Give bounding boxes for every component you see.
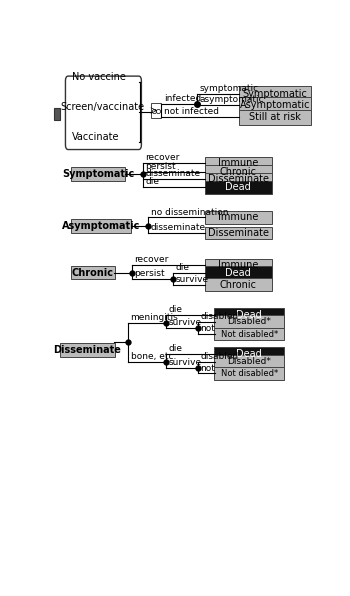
Text: Dead: Dead (225, 182, 251, 192)
FancyBboxPatch shape (205, 173, 272, 186)
Text: infected: infected (164, 94, 201, 103)
FancyBboxPatch shape (71, 266, 114, 280)
Text: die: die (169, 344, 183, 353)
Text: disabled: disabled (201, 352, 239, 361)
Text: Not disabled*: Not disabled* (220, 369, 278, 378)
FancyBboxPatch shape (150, 103, 161, 118)
FancyBboxPatch shape (239, 86, 311, 101)
Text: disseminate: disseminate (146, 169, 201, 178)
Text: Still at risk: Still at risk (249, 113, 301, 122)
Text: Not disabled*: Not disabled* (220, 330, 278, 339)
Text: Dead: Dead (225, 268, 251, 278)
FancyBboxPatch shape (214, 328, 284, 340)
Text: meningitis: meningitis (131, 313, 178, 322)
Text: Screen/vaccinate: Screen/vaccinate (61, 102, 145, 112)
Text: Disseminate: Disseminate (208, 175, 269, 184)
Text: die: die (175, 263, 189, 272)
Text: recover: recover (135, 255, 169, 264)
Text: persist: persist (146, 162, 176, 170)
Text: Disseminate: Disseminate (53, 344, 121, 355)
Text: die: die (169, 305, 183, 314)
FancyBboxPatch shape (205, 226, 272, 240)
Text: disabled: disabled (201, 312, 239, 321)
Text: Symptomatic: Symptomatic (243, 89, 307, 98)
Text: Chronic: Chronic (220, 166, 257, 176)
FancyBboxPatch shape (205, 165, 272, 178)
Text: recover: recover (146, 153, 180, 162)
Text: Disabled*: Disabled* (227, 357, 271, 366)
FancyBboxPatch shape (205, 181, 272, 194)
Text: survive: survive (175, 275, 209, 284)
FancyBboxPatch shape (60, 343, 114, 356)
FancyBboxPatch shape (239, 110, 311, 125)
FancyBboxPatch shape (205, 278, 272, 291)
Text: Dead: Dead (236, 349, 262, 359)
Text: Vaccinate: Vaccinate (72, 132, 120, 142)
FancyBboxPatch shape (214, 367, 284, 380)
Text: Chronic: Chronic (220, 280, 257, 290)
Text: bone, etc.: bone, etc. (131, 352, 176, 361)
Text: Asymptomatic: Asymptomatic (62, 221, 140, 231)
FancyBboxPatch shape (54, 108, 60, 120)
Text: Disabled*: Disabled* (227, 317, 271, 326)
Text: not: not (201, 324, 215, 333)
FancyBboxPatch shape (205, 266, 272, 279)
Text: survive: survive (169, 318, 202, 327)
FancyBboxPatch shape (239, 97, 311, 112)
Text: not infected: not infected (164, 107, 219, 116)
FancyBboxPatch shape (214, 355, 284, 368)
FancyBboxPatch shape (205, 157, 272, 170)
FancyBboxPatch shape (71, 167, 125, 181)
FancyBboxPatch shape (205, 259, 272, 272)
Text: Asymptomatic: Asymptomatic (240, 100, 310, 110)
Text: Immune: Immune (218, 159, 259, 168)
Text: Immune: Immune (218, 212, 259, 222)
Text: Dead: Dead (236, 310, 262, 319)
FancyBboxPatch shape (205, 211, 272, 224)
Text: No vaccine: No vaccine (72, 72, 126, 82)
Text: disseminate: disseminate (151, 223, 206, 232)
Text: persist: persist (135, 269, 165, 278)
FancyBboxPatch shape (214, 347, 284, 360)
Text: not: not (201, 364, 215, 372)
Text: survive: survive (169, 358, 202, 367)
Text: Immune: Immune (218, 260, 259, 270)
Text: no dissemination: no dissemination (151, 207, 229, 216)
FancyBboxPatch shape (214, 315, 284, 328)
FancyBboxPatch shape (214, 308, 284, 321)
Text: asymptomatic: asymptomatic (200, 95, 264, 104)
FancyBboxPatch shape (65, 76, 141, 150)
FancyBboxPatch shape (71, 219, 131, 232)
Text: Symptomatic: Symptomatic (62, 169, 134, 179)
Text: symptomatic: symptomatic (200, 83, 259, 92)
Text: die: die (146, 177, 160, 186)
Text: Disseminate: Disseminate (208, 228, 269, 238)
Text: Chronic: Chronic (71, 268, 113, 278)
